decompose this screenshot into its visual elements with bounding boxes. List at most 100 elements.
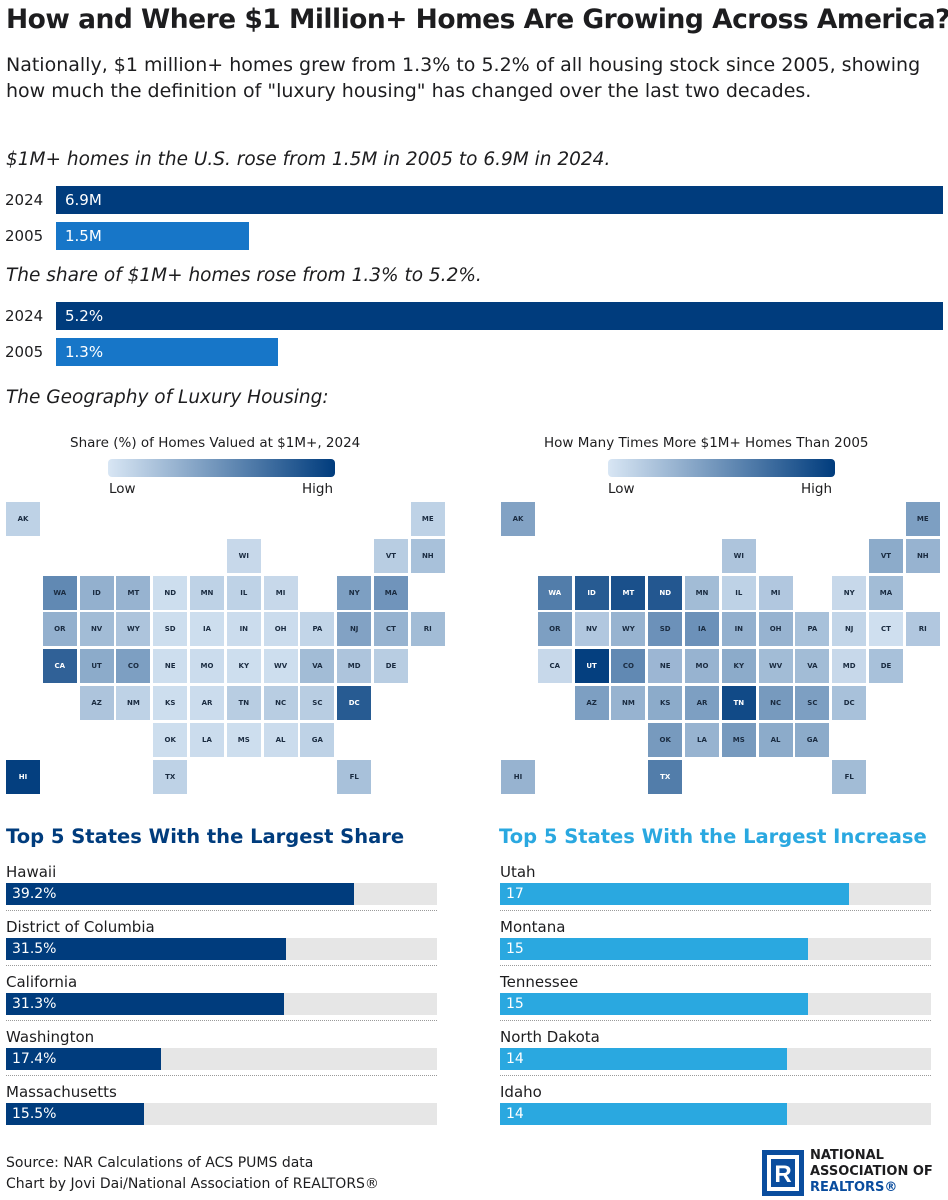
map-growth-tile-nv: NV xyxy=(574,612,609,647)
top5-increase-bar: 15 xyxy=(500,993,808,1015)
map-share-tile-hi: HI xyxy=(6,759,40,794)
top5-increase-bar-track: 14 xyxy=(500,1048,931,1070)
homes-count-bar-2024: 6.9M xyxy=(56,186,943,214)
top5-increase-state-name: Idaho xyxy=(500,1083,542,1101)
map-growth-tile-ct: CT xyxy=(869,612,903,647)
top5-increase-state-name: Tennessee xyxy=(500,973,579,991)
map-growth-tile-hi: HI xyxy=(501,759,535,794)
nar-logo-mark: R xyxy=(762,1150,804,1196)
map-growth-tile-wa: WA xyxy=(537,575,572,610)
top5-share-bar: 39.2% xyxy=(6,883,354,905)
map-share-tile-mt: MT xyxy=(116,575,151,610)
top5-increase-bar: 14 xyxy=(500,1103,787,1125)
map-share-tile-nj: NJ xyxy=(337,612,372,647)
map-share-tile-sd: SD xyxy=(153,612,188,647)
homes-share-label-2005: 1.3% xyxy=(65,343,104,361)
map-share-tile-ca: CA xyxy=(42,649,77,684)
map-growth-tile-ma: MA xyxy=(869,575,903,610)
map-share-tile-al: AL xyxy=(263,722,298,757)
map-share-tile-ne: NE xyxy=(153,649,188,684)
map-share-tile-me: ME xyxy=(410,502,445,536)
map-share-tile-wv: WV xyxy=(263,649,298,684)
map-share-tile-ok: OK xyxy=(153,722,188,757)
map-growth-tile-nd: ND xyxy=(648,575,683,610)
top5-share-bar: 17.4% xyxy=(6,1048,161,1070)
map-share-tile-ms: MS xyxy=(226,722,261,757)
map-growth-tile-az: AZ xyxy=(574,686,609,720)
homes-count-label-2024: 6.9M xyxy=(65,191,102,209)
top5-share-list: Hawaii 39.2% District of Columbia 31.5% Cali… xyxy=(6,862,437,1137)
map-share-tile-nm: NM xyxy=(116,686,151,720)
map-growth-legend-title: How Many Times More $1M+ Homes Than 2005 xyxy=(544,435,869,451)
map-share-tile-wi: WI xyxy=(226,538,261,573)
top5-increase-title: Top 5 States With the Largest Increase xyxy=(499,825,927,848)
map-growth-tilegrid: AK ME WI VT NH WA ID MT ND MN IL MI NY MA OR NV WY SD IA IN… xyxy=(501,502,941,794)
map-share-tile-ky: KY xyxy=(226,649,261,684)
map-growth-tile-nm: NM xyxy=(611,686,646,720)
top5-share-bar-track: 15.5% xyxy=(6,1103,437,1125)
top5-share-divider xyxy=(6,1075,437,1076)
map-share-tile-mo: MO xyxy=(190,649,224,684)
top5-share-bar-track: 17.4% xyxy=(6,1048,437,1070)
map-share-tile-tn: TN xyxy=(226,686,261,720)
map-growth-legend-gradient xyxy=(608,459,835,477)
map-growth-tile-id: ID xyxy=(574,575,609,610)
map-share-tile-co: CO xyxy=(116,649,151,684)
map-growth-tile-ri: RI xyxy=(905,612,940,647)
map-share-tile-az: AZ xyxy=(79,686,114,720)
map-share-tile-nc: NC xyxy=(263,686,298,720)
map-growth-tile-la: LA xyxy=(685,722,719,757)
page-title: How and Where $1 Million+ Homes Are Grow… xyxy=(6,4,948,35)
homes-share-heading: The share of $1M+ homes rose from 1.3% t… xyxy=(6,265,482,286)
map-share-tile-ga: GA xyxy=(300,722,335,757)
map-share-tile-sc: SC xyxy=(300,686,335,720)
map-share-tile-ma: MA xyxy=(374,575,408,610)
homes-share-year-2005: 2005 xyxy=(5,343,44,361)
top5-share-row: District of Columbia 31.5% xyxy=(6,917,437,972)
map-growth-tile-ga: GA xyxy=(795,722,830,757)
top5-share-bar-track: 31.3% xyxy=(6,993,437,1015)
top5-share-bar: 15.5% xyxy=(6,1103,144,1125)
nar-logo-text: NATIONAL ASSOCIATION OF REALTORS® xyxy=(810,1148,933,1196)
map-share-tile-ia: IA xyxy=(190,612,224,647)
map-share-tile-in: IN xyxy=(226,612,261,647)
top5-share-divider xyxy=(6,965,437,966)
geography-heading: The Geography of Luxury Housing: xyxy=(6,387,329,408)
map-share-tile-ar: AR xyxy=(190,686,224,720)
map-growth-tile-md: MD xyxy=(832,649,867,684)
svg-text:R: R xyxy=(774,1161,791,1188)
top5-share-bar: 31.5% xyxy=(6,938,286,960)
map-growth-tile-me: ME xyxy=(905,502,940,536)
map-share-tile-nd: ND xyxy=(153,575,188,610)
map-growth-tile-mi: MI xyxy=(758,575,793,610)
nar-logo-line3: REALTORS® xyxy=(810,1180,898,1195)
homes-share-label-2024: 5.2% xyxy=(65,307,104,325)
map-growth-tile-co: CO xyxy=(611,649,646,684)
top5-increase-bar-track: 15 xyxy=(500,993,931,1015)
chart-credit: Chart by Jovi Dai/National Association o… xyxy=(6,1176,379,1192)
top5-share-row: Massachusetts 15.5% xyxy=(6,1082,437,1137)
map-growth-tile-oh: OH xyxy=(758,612,793,647)
map-share-tile-id: ID xyxy=(79,575,114,610)
top5-share-title: Top 5 States With the Largest Share xyxy=(6,825,405,848)
top5-increase-state-name: North Dakota xyxy=(500,1028,600,1046)
page-subtitle: Nationally, $1 million+ homes grew from … xyxy=(6,54,921,102)
top5-increase-divider xyxy=(500,965,931,966)
map-growth-tile-ny: NY xyxy=(832,575,867,610)
map-growth-tile-il: IL xyxy=(721,575,756,610)
nar-logo-line2: ASSOCIATION OF xyxy=(810,1164,933,1179)
map-share-tile-nh: NH xyxy=(410,538,445,573)
top5-increase-state-name: Utah xyxy=(500,863,536,881)
top5-share-bar-track: 31.5% xyxy=(6,938,437,960)
map-growth-tile-nc: NC xyxy=(758,686,793,720)
map-growth-tile-vt: VT xyxy=(869,538,903,573)
map-growth-tile-va: VA xyxy=(795,649,830,684)
map-share-tile-dc: DC xyxy=(337,686,372,720)
top5-increase-bar-track: 15 xyxy=(500,938,931,960)
homes-count-label-2005: 1.5M xyxy=(65,227,102,245)
map-share-tile-mn: MN xyxy=(190,575,224,610)
map-growth-tile-tn: TN xyxy=(721,686,756,720)
map-share-legend-high: High xyxy=(302,481,334,497)
map-growth-tile-in: IN xyxy=(721,612,756,647)
map-share-tile-mi: MI xyxy=(263,575,298,610)
